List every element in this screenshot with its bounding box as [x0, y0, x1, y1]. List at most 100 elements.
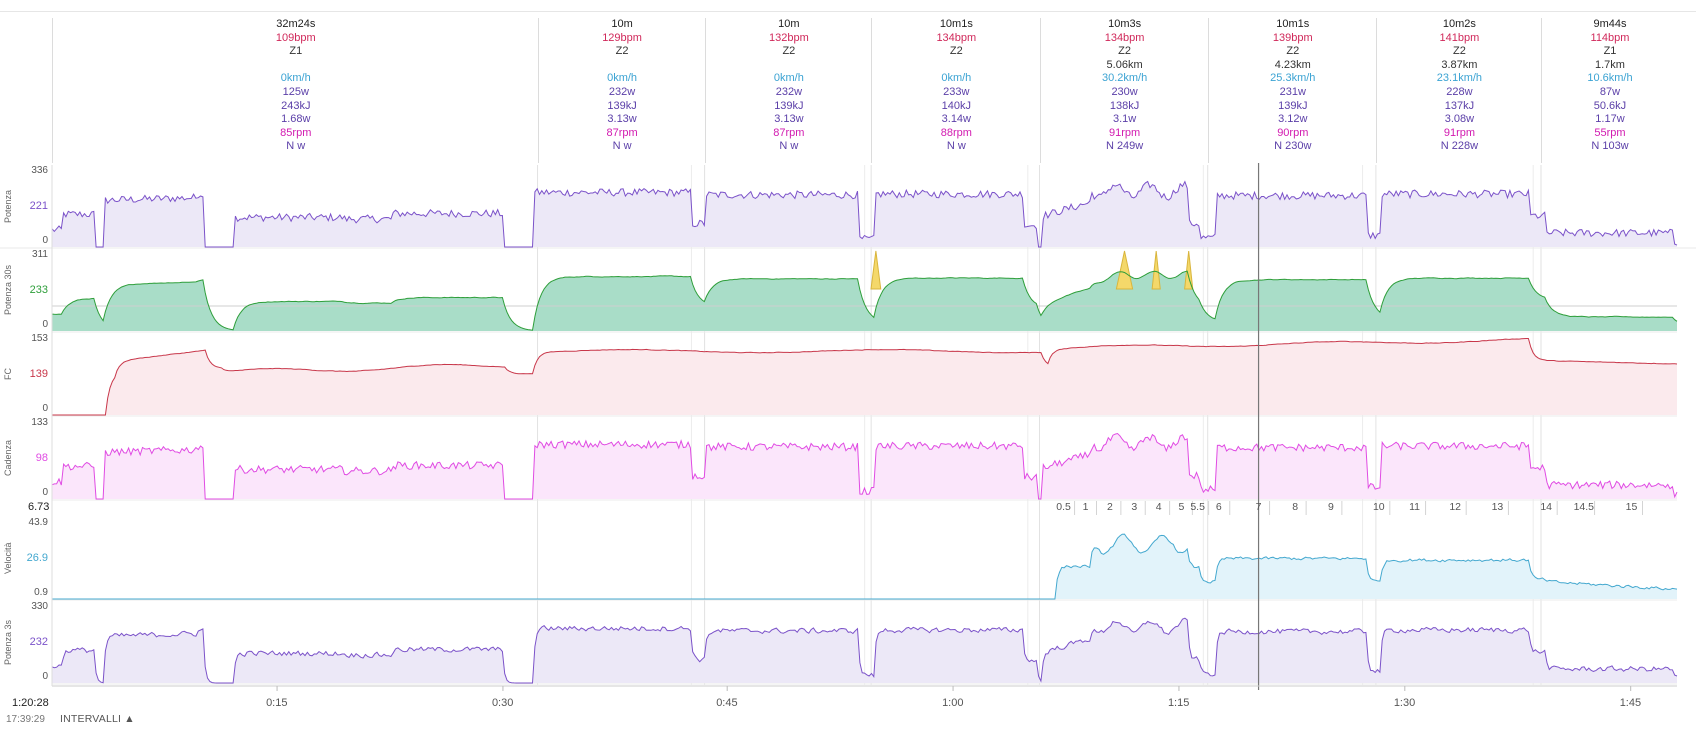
interval-stat: 3.14w [941, 113, 971, 126]
interval-marker[interactable]: 8 [1292, 501, 1299, 513]
interval-stat: 85rpm [280, 126, 312, 139]
panel-tick-top: 330 [31, 601, 48, 612]
x-axis-label: 1:00 [942, 697, 964, 709]
panel-tick-top: 43.9 [28, 517, 48, 528]
interval-column[interactable]: 9m44s 114bpm Z1 1.7km 10.6km/h 87w 50.6kJ 1.17w… [1540, 18, 1678, 163]
interval-marker[interactable]: 5.5 [1190, 501, 1205, 513]
interval-stat: 137kJ [1444, 99, 1475, 112]
interval-column[interactable]: 10m1s 139bpm Z2 4.23km 25.3km/h 231w 139kJ 3.12… [1207, 18, 1377, 163]
interval-marker[interactable]: 9 [1327, 501, 1334, 513]
interval-stat: Z1 [289, 45, 303, 58]
cursor-time: 1:20:28 [12, 697, 49, 709]
interval-stat: 87rpm [606, 126, 638, 139]
intervals-toggle-button[interactable]: INTERVALLI ▲ [60, 713, 135, 725]
interval-stat: 91rpm [1109, 126, 1141, 139]
interval-stat: 125w [282, 85, 309, 98]
panel-tick-bottom: 0 [42, 487, 48, 498]
interval-marker[interactable]: 3 [1131, 501, 1138, 513]
speed-max-label: 6.73 [28, 501, 50, 513]
interval-stat: 9m44s [1593, 18, 1627, 30]
interval-marker[interactable]: 1 [1082, 501, 1089, 513]
power30-peak [1115, 250, 1134, 290]
cadence-line [51, 432, 1678, 500]
interval-stat: 23.1km/h [1436, 72, 1483, 85]
interval-stat: 0km/h [941, 72, 972, 85]
panel-tick-mid: 139 [29, 368, 48, 380]
power3-fill [52, 618, 1677, 683]
panel-tick-mid: 233 [29, 284, 48, 296]
x-axis-label: 1:30 [1393, 697, 1416, 709]
interval-stat: 139bpm [1272, 31, 1313, 44]
interval-stat: 132bpm [768, 31, 809, 44]
interval-stat: 55rpm [1594, 126, 1626, 139]
interval-stat: 10m [611, 18, 633, 30]
interval-column[interactable]: 10m3s 134bpm Z2 5.06km 30.2km/h 230w 138kJ 3.1w… [1039, 18, 1209, 163]
interval-stat: 138kJ [1109, 99, 1140, 112]
panel-tick-bottom: 0 [42, 671, 48, 682]
interval-stat: 1.68w [281, 113, 311, 126]
interval-stat: 109bpm [275, 31, 316, 44]
power30-peak [1184, 250, 1194, 290]
interval-stat: 5.06km [1106, 58, 1143, 71]
x-axis-label: 1:45 [1619, 697, 1642, 709]
cadence-fill [52, 433, 1677, 499]
interval-stat: 87rpm [773, 126, 805, 139]
interval-column[interactable]: 10m1s 134bpm Z2 0km/h 233w 140kJ 3.14w 88rpm N w [871, 18, 1040, 163]
interval-stat: 233w [943, 85, 970, 98]
interval-stat: N w [286, 140, 306, 153]
interval-marker[interactable]: 6 [1215, 501, 1222, 513]
interval-stat: Z2 [1453, 45, 1466, 58]
interval-stat: 232w [775, 85, 803, 98]
interval-stat: 129bpm [602, 31, 642, 44]
interval-stat: N 228w [1440, 140, 1479, 153]
panel-tick-bottom: 0.9 [34, 587, 48, 598]
interval-marker[interactable]: 12 [1449, 501, 1462, 513]
panel-tick-top: 133 [31, 417, 48, 428]
interval-stat: 3.12w [1278, 113, 1308, 126]
interval-stat: 10m1s [939, 18, 973, 30]
interval-marker[interactable]: 0.5 [1056, 501, 1071, 513]
interval-marker[interactable]: 2 [1106, 501, 1113, 513]
interval-column[interactable]: 10m2s 141bpm Z2 3.87km 23.1km/h 228w 137kJ 3.08… [1375, 18, 1542, 163]
x-axis-label: 0:45 [716, 697, 738, 709]
interval-stat: 114bpm [1590, 31, 1630, 44]
interval-stat: Z2 [782, 45, 796, 58]
interval-stat: 50.6kJ [1593, 99, 1627, 112]
interval-marker[interactable]: 11 [1409, 501, 1421, 513]
interval-stat: 32m24s [276, 18, 316, 30]
interval-stat: 4.23km [1274, 58, 1311, 71]
interval-marker[interactable]: 10 [1372, 501, 1385, 513]
interval-stat: Z2 [949, 45, 963, 58]
x-axis-label: 1:15 [1167, 697, 1190, 709]
interval-stat: N w [779, 140, 799, 153]
interval-marker[interactable]: 14 [1540, 501, 1553, 513]
interval-column[interactable]: 10m 132bpm Z2 0km/h 232w 139kJ 3.13w 87rpm N w [704, 18, 873, 163]
interval-stat: 140kJ [941, 99, 971, 112]
interval-marker[interactable]: 5 [1178, 501, 1185, 513]
interval-stat: 10m2s [1442, 18, 1476, 30]
panel-tick-mid: 26.9 [26, 552, 48, 564]
interval-stat: 25.3km/h [1270, 72, 1316, 85]
interval-column[interactable]: 10m 129bpm Z2 0km/h 232w 139kJ 3.13w 87rpm N w [537, 18, 706, 163]
interval-stat: 141bpm [1439, 31, 1480, 44]
power3-line [51, 617, 1678, 684]
power-line [51, 180, 1678, 248]
interval-marker[interactable]: 4 [1155, 501, 1162, 513]
interval-marker[interactable]: 14.5 [1573, 501, 1594, 513]
speed-fill [52, 534, 1677, 599]
interval-marker[interactable]: 13 [1491, 501, 1504, 513]
x-axis-label: 0:15 [266, 697, 288, 709]
interval-stat: 1.7km [1595, 58, 1625, 71]
interval-stat: 30.2km/h [1101, 72, 1148, 85]
interval-column[interactable]: 32m24s 109bpm Z1 0km/h 125w 243kJ 1.68w 85rpm N … [52, 18, 539, 163]
panel-tick-mid: 98 [35, 452, 48, 464]
interval-stat: 232w [608, 85, 636, 98]
power30-peak [870, 250, 882, 290]
interval-stat: 3.08w [1444, 113, 1475, 126]
interval-stat: 3.87km [1441, 58, 1478, 71]
interval-marker[interactable]: 15 [1625, 501, 1638, 513]
interval-stat: 3.13w [607, 113, 637, 126]
interval-marker[interactable]: 7 [1255, 501, 1262, 513]
interval-stat: Z2 [1286, 45, 1300, 58]
